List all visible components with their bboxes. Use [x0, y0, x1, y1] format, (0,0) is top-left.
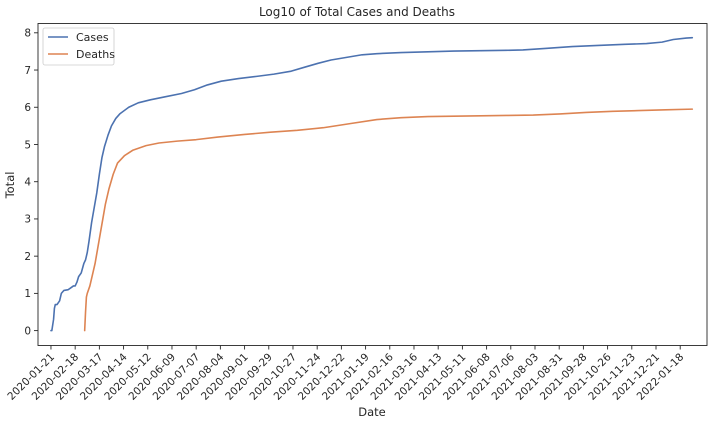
y-tick-label: 0 [24, 325, 31, 337]
series-layer [50, 36, 694, 332]
series-line-deaths [83, 108, 694, 332]
legend-label-cases: Cases [76, 31, 109, 44]
x-axis: 2020-01-212020-02-182020-03-172020-04-14… [5, 345, 686, 403]
y-tick-label: 1 [24, 288, 31, 300]
y-tick-label: 5 [24, 139, 31, 151]
series-line-cases [50, 36, 694, 332]
legend-label-deaths: Deaths [76, 48, 115, 61]
y-tick-label: 2 [24, 251, 31, 263]
y-tick-label: 7 [24, 65, 31, 77]
y-axis: 0 1 2 3 4 5 6 7 8 [24, 28, 38, 337]
legend: Cases Deaths [42, 27, 115, 66]
y-tick-label: 4 [24, 177, 31, 189]
y-tick-label: 6 [24, 102, 31, 114]
chart-title: Log10 of Total Cases and Deaths [259, 5, 455, 19]
plot-frame [37, 23, 708, 346]
y-tick-label: 8 [24, 28, 31, 40]
y-tick-label: 3 [24, 214, 31, 226]
y-axis-title: Total [3, 172, 17, 200]
x-axis-title: Date [358, 405, 386, 419]
